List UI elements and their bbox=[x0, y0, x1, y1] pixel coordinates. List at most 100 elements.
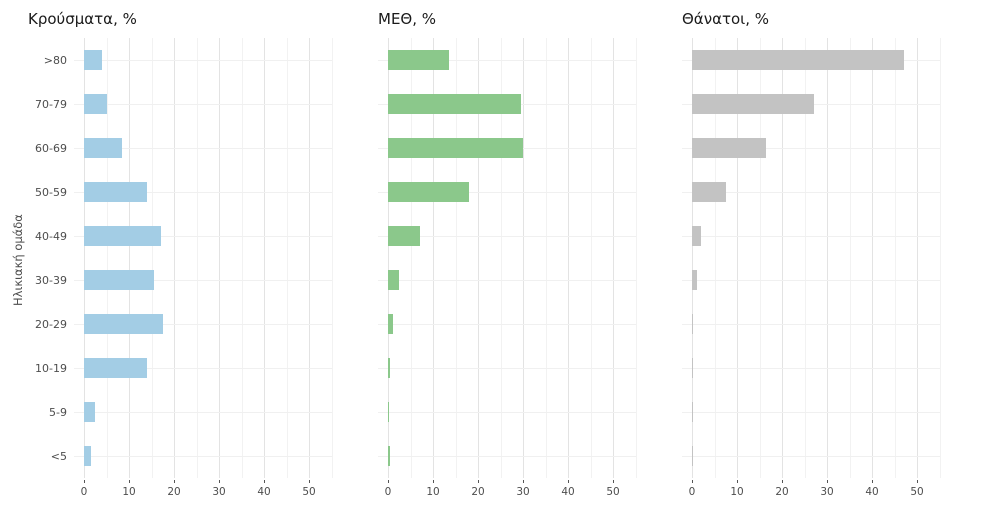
x-tick-mark bbox=[523, 480, 524, 483]
x-tick-mark bbox=[219, 480, 220, 483]
gridline-vertical bbox=[635, 38, 637, 478]
x-tick-mark bbox=[174, 480, 175, 483]
x-tick-label: 10 bbox=[122, 486, 136, 498]
bar bbox=[692, 270, 697, 290]
bar bbox=[692, 314, 694, 334]
bar bbox=[84, 446, 91, 466]
x-axis: 0 10 20 30 40 50 bbox=[74, 480, 332, 504]
chart-title: ΜΕΘ, % bbox=[378, 10, 437, 28]
gridline-horizontal bbox=[682, 236, 940, 237]
x-tick-mark bbox=[433, 480, 434, 483]
gridline-vertical bbox=[613, 38, 614, 478]
gridline-vertical bbox=[827, 38, 828, 478]
bar bbox=[692, 446, 694, 466]
bar bbox=[692, 402, 693, 422]
gridline-vertical bbox=[129, 38, 130, 478]
x-tick-mark bbox=[827, 480, 828, 483]
gridline-horizontal bbox=[682, 192, 940, 193]
gridline-vertical bbox=[545, 38, 547, 478]
chart-title: Θάνατοι, % bbox=[682, 10, 770, 28]
bar bbox=[84, 50, 102, 70]
x-tick-label: 30 bbox=[516, 486, 530, 498]
gridline-vertical bbox=[894, 38, 896, 478]
x-axis: 0 10 20 30 40 50 bbox=[682, 480, 940, 504]
gridline-vertical bbox=[590, 38, 592, 478]
gridline-vertical bbox=[174, 38, 175, 478]
chart-title: Κρούσματα, % bbox=[28, 10, 137, 28]
gridline-horizontal bbox=[682, 280, 940, 281]
bar bbox=[388, 358, 390, 378]
x-tick-mark bbox=[692, 480, 693, 483]
gridline-horizontal bbox=[682, 368, 940, 369]
x-tick-mark bbox=[129, 480, 130, 483]
y-axis-label: >80 bbox=[43, 53, 67, 67]
plot-row bbox=[682, 38, 941, 478]
gridline-vertical bbox=[782, 38, 783, 478]
chart-panel-3: Θάνατοι, % 0 10 20 30 40 50 bbox=[682, 10, 941, 516]
x-tick-label: 20 bbox=[167, 486, 181, 498]
plot-area bbox=[378, 38, 637, 478]
gridline-vertical bbox=[151, 38, 153, 478]
gridline-vertical bbox=[478, 38, 479, 478]
gridline-horizontal bbox=[74, 104, 332, 105]
bar bbox=[388, 446, 390, 466]
x-tick-mark bbox=[613, 480, 614, 483]
gridline-vertical bbox=[692, 38, 693, 478]
gridline-vertical bbox=[455, 38, 457, 478]
gridline-horizontal bbox=[74, 60, 332, 61]
x-tick-label: 40 bbox=[561, 486, 575, 498]
gridline-vertical bbox=[759, 38, 761, 478]
y-axis-label: 30-39 bbox=[35, 273, 67, 287]
gridline-vertical bbox=[388, 38, 389, 478]
bar bbox=[388, 94, 521, 114]
gridline-horizontal bbox=[378, 324, 636, 325]
x-tick-label: 10 bbox=[426, 486, 440, 498]
x-tick-label: 50 bbox=[606, 486, 620, 498]
y-axis-label: <5 bbox=[50, 449, 67, 463]
gridline-horizontal bbox=[74, 324, 332, 325]
x-tick-label: 50 bbox=[302, 486, 316, 498]
bar bbox=[388, 138, 523, 158]
gridline-horizontal bbox=[74, 368, 332, 369]
plot-row: >80 70-79 60-69 50-59 40-49 30-39 20-29 10-19 5-… bbox=[28, 38, 333, 478]
y-axis-title: Ηλικιακή ομάδα bbox=[11, 214, 25, 306]
bar bbox=[388, 270, 400, 290]
bar bbox=[388, 50, 449, 70]
bar bbox=[388, 314, 393, 334]
gridline-horizontal bbox=[378, 280, 636, 281]
gridline-horizontal bbox=[378, 60, 636, 61]
gridline-vertical bbox=[433, 38, 434, 478]
chart-panel-1: Κρούσματα, % >80 70-79 60-69 50-59 40-49 30-39… bbox=[28, 10, 333, 516]
bar bbox=[84, 94, 107, 114]
bar bbox=[84, 402, 96, 422]
bar bbox=[692, 226, 701, 246]
gridline-vertical bbox=[939, 38, 941, 478]
y-axis-label: 40-49 bbox=[35, 229, 67, 243]
x-tick-mark bbox=[478, 480, 479, 483]
x-tick-label: 30 bbox=[212, 486, 226, 498]
y-axis-labels: >80 70-79 60-69 50-59 40-49 30-39 20-29 10-19 5-… bbox=[28, 38, 74, 478]
bar bbox=[692, 182, 726, 202]
gridline-vertical bbox=[872, 38, 873, 478]
x-axis: 0 10 20 30 40 50 bbox=[378, 480, 636, 504]
chart-panel-2: ΜΕΘ, % 0 10 20 30 40 50 bbox=[378, 10, 637, 516]
gridline-horizontal bbox=[74, 456, 332, 457]
bar bbox=[692, 358, 694, 378]
panels: Κρούσματα, % >80 70-79 60-69 50-59 40-49 30-39… bbox=[28, 10, 941, 516]
gridline-vertical bbox=[309, 38, 310, 478]
gridline-vertical bbox=[714, 38, 716, 478]
gridline-vertical bbox=[84, 38, 85, 478]
gridline-vertical bbox=[331, 38, 333, 478]
x-tick-mark bbox=[872, 480, 873, 483]
x-tick-mark bbox=[568, 480, 569, 483]
x-tick-label: 30 bbox=[820, 486, 834, 498]
x-tick-label: 0 bbox=[384, 486, 392, 498]
plot-area bbox=[74, 38, 333, 478]
x-tick-mark bbox=[917, 480, 918, 483]
x-tick-label: 40 bbox=[257, 486, 271, 498]
gridline-vertical bbox=[241, 38, 243, 478]
gridline-horizontal bbox=[74, 148, 332, 149]
x-tick-label: 0 bbox=[80, 486, 88, 498]
bar bbox=[692, 50, 904, 70]
gridline-vertical bbox=[196, 38, 198, 478]
